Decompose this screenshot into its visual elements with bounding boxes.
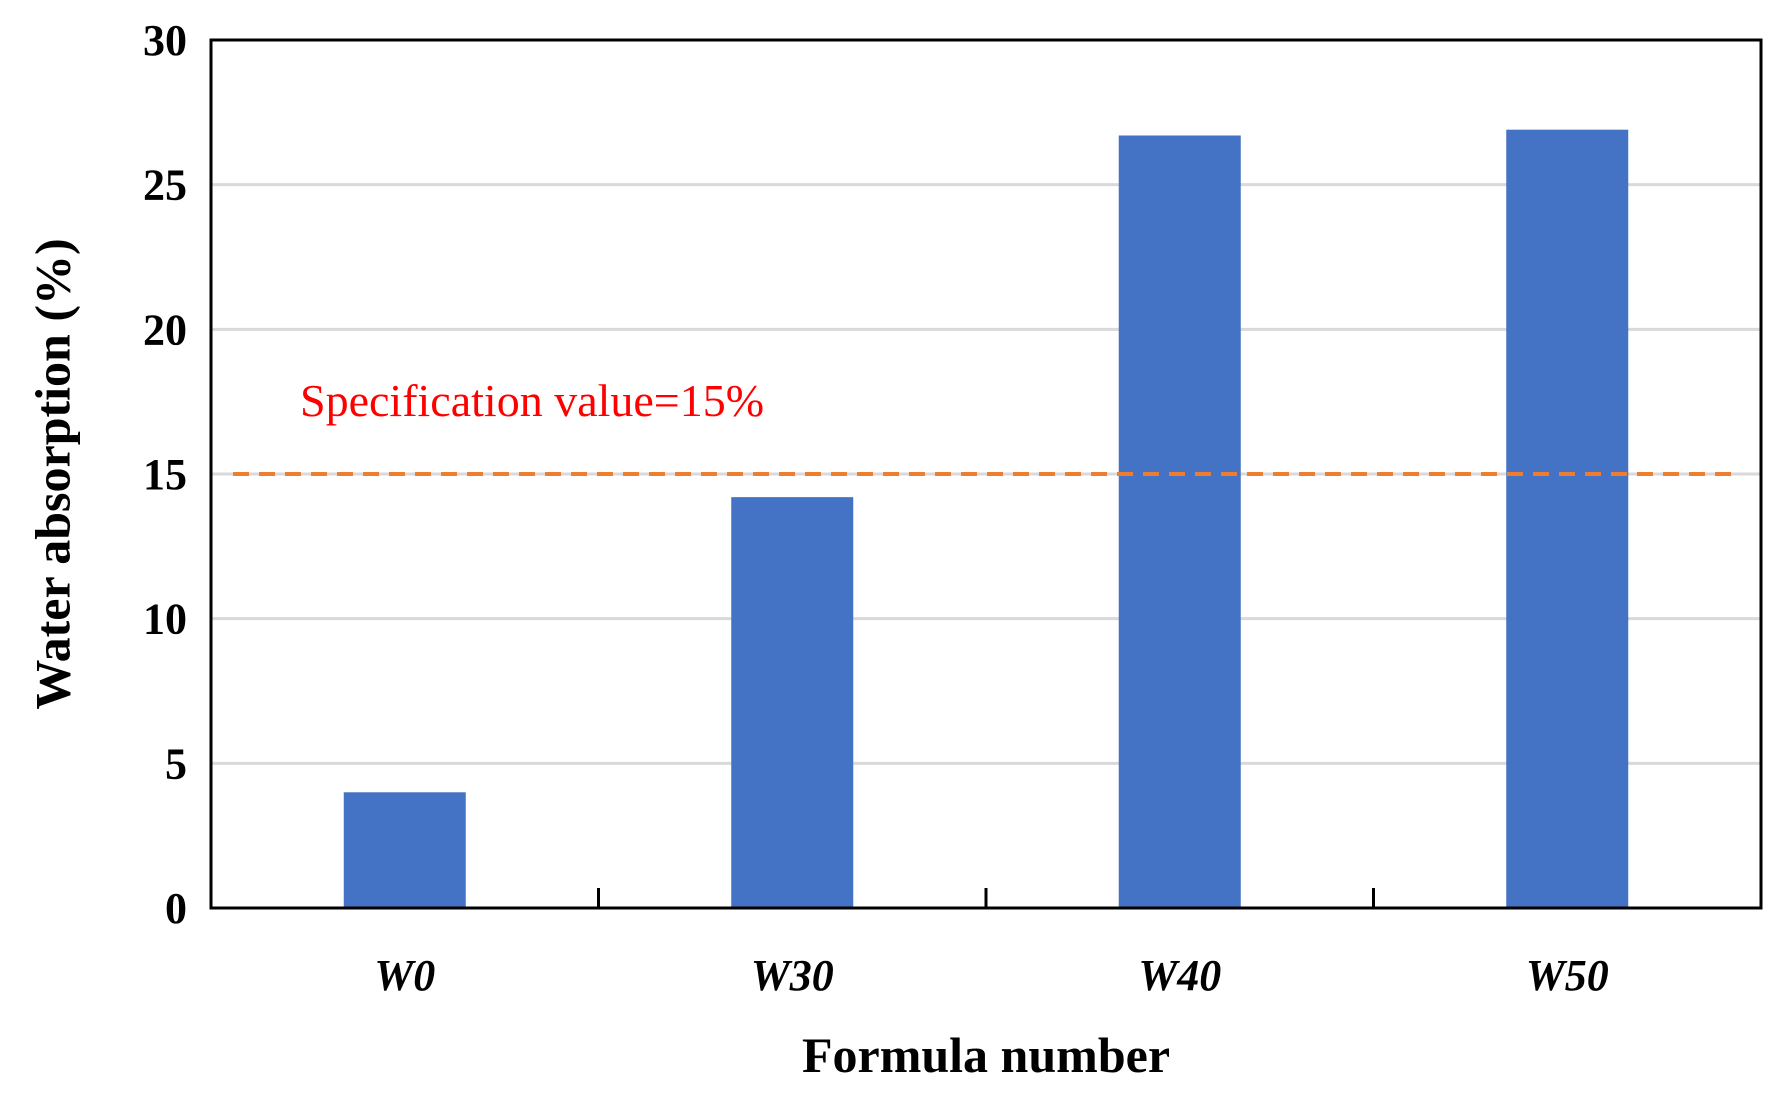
y-tick-label: 30 [143, 16, 187, 65]
specification-label: Specification value=15% [300, 375, 764, 426]
bar-W50 [1506, 129, 1629, 908]
y-axis-ticks: 0 5 10 15 20 25 30 [143, 16, 187, 933]
x-tick-label: W40 [1138, 951, 1221, 1000]
x-axis-title: Formula number [802, 1027, 1170, 1083]
x-tick-label: W50 [1526, 951, 1609, 1000]
bar-W30 [731, 497, 854, 908]
y-tick-label: 25 [143, 161, 187, 210]
x-axis-ticks: W0 W30 W40 W50 [374, 888, 1609, 1000]
reference-line-group: Specification value=15% [233, 375, 1731, 476]
y-tick-label: 15 [143, 450, 187, 499]
y-tick-label: 20 [143, 305, 187, 354]
x-tick-label: W0 [374, 951, 435, 1000]
y-tick-label: 10 [143, 595, 187, 644]
y-axis-title: Water absorption (%) [24, 238, 80, 709]
x-tick-label: W30 [751, 951, 834, 1000]
bar-W40 [1118, 135, 1241, 909]
bar-W0 [343, 792, 466, 908]
y-tick-label: 5 [165, 739, 187, 788]
bars [343, 129, 1629, 909]
y-tick-label: 0 [165, 884, 187, 933]
